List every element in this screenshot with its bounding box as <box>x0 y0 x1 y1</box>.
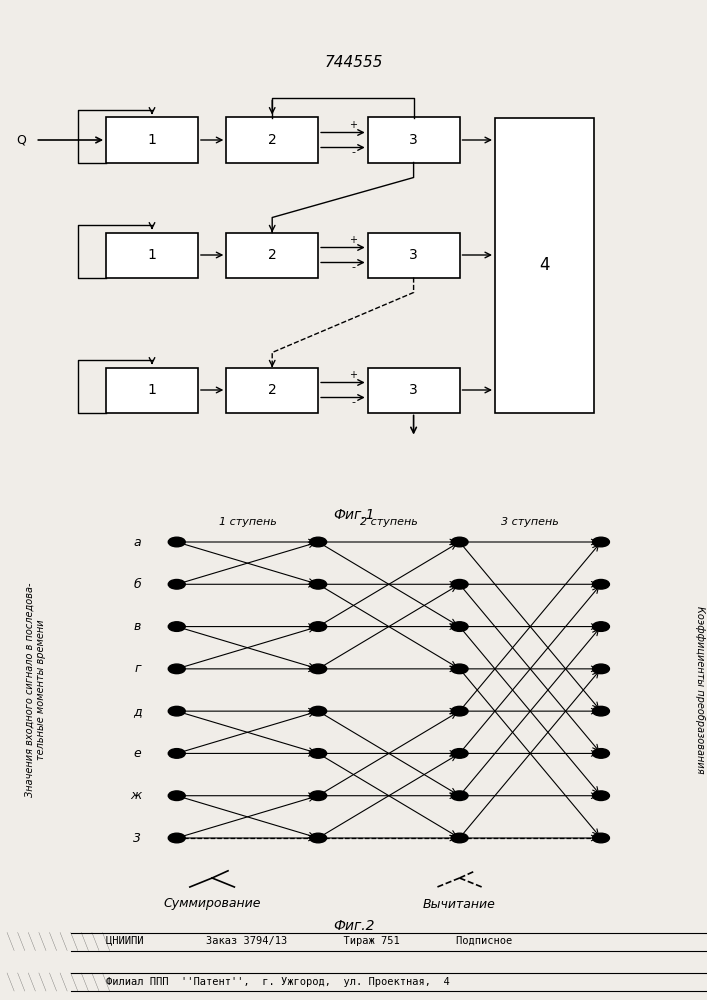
Text: 1: 1 <box>148 133 156 147</box>
Circle shape <box>310 706 327 716</box>
Text: 3: 3 <box>409 133 418 147</box>
Circle shape <box>310 833 327 843</box>
Circle shape <box>310 749 327 758</box>
Circle shape <box>310 664 327 674</box>
Bar <box>226 232 318 277</box>
Circle shape <box>592 664 609 674</box>
Text: +: + <box>349 235 358 245</box>
Text: 2 ступень: 2 ступень <box>360 517 418 527</box>
Text: Фиг.2: Фиг.2 <box>333 919 374 933</box>
Text: 744555: 744555 <box>325 55 382 70</box>
Text: Вычитание: Вычитание <box>423 898 496 910</box>
Circle shape <box>592 749 609 758</box>
Text: ЦНИИПИ          Заказ 3794/13         Тираж 751         Подписное: ЦНИИПИ Заказ 3794/13 Тираж 751 Подписное <box>106 936 513 946</box>
Text: 2: 2 <box>268 248 276 262</box>
Text: Значения входного сигнало в последова-
тельные моменты времени: Значения входного сигнало в последова- т… <box>25 583 46 797</box>
Text: а: а <box>134 536 141 548</box>
Circle shape <box>168 833 185 843</box>
Text: 1: 1 <box>148 248 156 262</box>
Text: г: г <box>135 662 141 675</box>
Text: 2: 2 <box>268 133 276 147</box>
Text: 1: 1 <box>148 383 156 397</box>
Circle shape <box>592 706 609 716</box>
Text: 3: 3 <box>409 248 418 262</box>
Bar <box>368 117 460 162</box>
Circle shape <box>592 537 609 547</box>
Circle shape <box>451 622 468 631</box>
Text: д: д <box>133 705 141 718</box>
Circle shape <box>451 537 468 547</box>
Text: +: + <box>349 120 358 130</box>
Circle shape <box>451 833 468 843</box>
Text: е: е <box>134 747 141 760</box>
Text: -: - <box>351 397 356 408</box>
Circle shape <box>310 791 327 801</box>
Bar <box>226 367 318 412</box>
Text: 1 ступень: 1 ступень <box>218 517 276 527</box>
Circle shape <box>592 579 609 589</box>
Bar <box>495 117 594 412</box>
Circle shape <box>168 791 185 801</box>
Circle shape <box>592 791 609 801</box>
Circle shape <box>310 579 327 589</box>
Text: -: - <box>351 262 356 272</box>
Text: +: + <box>349 370 358 380</box>
Circle shape <box>592 622 609 631</box>
Bar <box>368 232 460 277</box>
Text: Филиал ППП  ''Патент'',  г. Ужгород,  ул. Проектная,  4: Филиал ППП ''Патент'', г. Ужгород, ул. П… <box>106 977 450 987</box>
Text: Q: Q <box>16 133 26 146</box>
Text: 4: 4 <box>539 256 549 274</box>
Circle shape <box>168 749 185 758</box>
Circle shape <box>168 537 185 547</box>
Circle shape <box>168 664 185 674</box>
Text: 3: 3 <box>409 383 418 397</box>
Bar <box>368 367 460 412</box>
Bar <box>106 232 198 277</box>
Bar <box>106 117 198 162</box>
Text: Коэффициенты преобразования: Коэффициенты преобразования <box>695 606 705 774</box>
Circle shape <box>451 579 468 589</box>
Text: 2: 2 <box>268 383 276 397</box>
Circle shape <box>168 622 185 631</box>
Text: Суммирование: Суммирование <box>163 898 261 910</box>
Bar <box>106 367 198 412</box>
Text: ж: ж <box>130 789 141 802</box>
Circle shape <box>168 706 185 716</box>
Text: 3: 3 <box>134 832 141 844</box>
Circle shape <box>310 622 327 631</box>
Circle shape <box>451 749 468 758</box>
Circle shape <box>310 537 327 547</box>
Text: -: - <box>351 147 356 157</box>
Circle shape <box>451 664 468 674</box>
Bar <box>226 117 318 162</box>
Text: Фиг.1: Фиг.1 <box>333 508 374 522</box>
Circle shape <box>592 833 609 843</box>
Circle shape <box>451 706 468 716</box>
Text: в: в <box>134 620 141 633</box>
Text: 3 ступень: 3 ступень <box>501 517 559 527</box>
Text: б: б <box>134 578 141 591</box>
Circle shape <box>451 791 468 801</box>
Circle shape <box>168 579 185 589</box>
